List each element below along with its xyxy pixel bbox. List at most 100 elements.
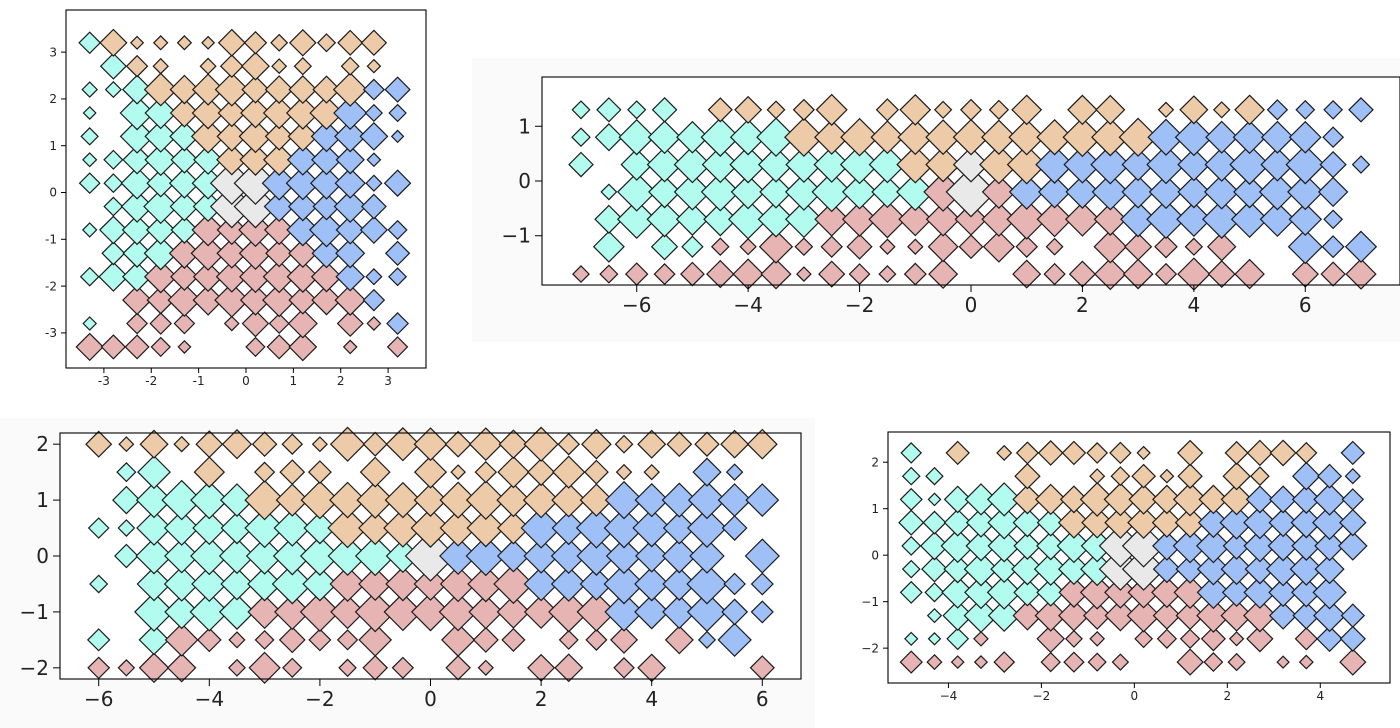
diamond-marker-top [410,508,451,548]
diamond-marker-top [766,100,786,120]
diamond-marker-right [1321,235,1345,259]
diamond-marker-bottom [358,622,393,657]
diamond-marker-bottom [973,630,989,647]
diamond-marker-left [729,145,767,184]
diamond-marker-right [1065,174,1100,209]
diamond-marker-bottom [1294,627,1319,651]
diamond-marker-left [594,204,624,234]
diamond-marker-top [271,58,288,75]
diamond-marker-bottom [358,566,393,602]
diamond-marker-top [1109,441,1132,465]
diamond-marker-left [121,261,153,292]
diamond-marker-bottom [468,594,504,630]
diamond-marker-right [1176,201,1212,238]
diamond-marker-left [1013,531,1042,560]
chart-panel-3: −6 −4 −2 0 2 4 6 −2 −1 0 1 2 [0,418,815,728]
diamond-marker-top [959,98,983,121]
diamond-marker-bottom [336,629,359,651]
diamond-marker-bottom [1154,262,1178,286]
diamond-marker-top [1179,95,1209,125]
diamond-marker-top [444,430,472,458]
diamond-marker-left [138,624,170,656]
diamond-marker-top [1269,439,1297,467]
diamond-marker-right [1204,147,1240,182]
diamond-marker-bottom [1082,601,1112,630]
diamond-marker-left [117,519,136,537]
diamond-marker-right [1152,531,1182,561]
diamond-marker-top [195,430,224,459]
diamond-marker-right [725,463,744,481]
diamond-marker-top [193,456,226,488]
diamond-marker-right [310,120,343,153]
x-tick-label: -2 [145,374,157,388]
diamond-marker-right [1269,485,1298,514]
diamond-marker-top [1174,507,1206,539]
diamond-marker-bottom [391,656,415,680]
diamond-marker-right [579,567,614,601]
diamond-marker-right [687,480,727,520]
diamond-marker-bottom [87,656,111,680]
diamond-marker-right [1259,201,1296,238]
diamond-marker-top [241,75,270,104]
diamond-marker-top [1059,485,1088,514]
diamond-marker-bottom [241,309,270,338]
diamond-marker-bottom [274,593,311,631]
x-tick-label: 2 [1223,689,1231,703]
y-tick-label: −1 [502,224,531,248]
x-tick-label: -1 [193,374,205,388]
diamond-marker-bottom [124,334,150,360]
diamond-marker-left [122,144,152,175]
diamond-marker-top [581,428,612,460]
diamond-marker-left [78,31,102,55]
x-tick-label: −4 [733,293,762,317]
diamond-marker-left [943,508,972,537]
diamond-marker-bottom [1040,651,1061,673]
diamond-marker-left [98,261,129,292]
diamond-marker-top [466,508,506,548]
diamond-marker-bottom [1093,229,1128,264]
diamond-marker-right [496,539,530,573]
diamond-marker-left [727,199,769,240]
y-tick-label: -2 [45,279,57,293]
x-tick-label: 4 [1316,689,1324,703]
diamond-marker-top [1012,484,1043,515]
diamond-marker-left [942,600,974,632]
diamond-marker-top [243,30,268,55]
diamond-marker-top [1006,144,1047,185]
diamond-marker-right [333,95,368,131]
diamond-marker-top [360,29,388,57]
diamond-marker-top [287,121,319,152]
x-tick-label: 6 [756,687,769,711]
diamond-marker-bottom [610,625,639,654]
diamond-marker-top [356,481,394,519]
diamond-marker-right [1314,530,1345,562]
diamond-marker-top [221,428,253,460]
diamond-marker-left [119,119,155,154]
diamond-marker-right [1197,507,1229,539]
diamond-marker-right [576,536,617,576]
diamond-marker-left [190,536,229,576]
diamond-marker-right [335,215,365,245]
diamond-marker-left [78,172,101,195]
diamond-marker-top [1157,101,1175,119]
y-tick-label: 2 [36,432,49,456]
diamond-marker-top [239,143,272,176]
diamond-marker-right [723,572,746,596]
diamond-marker-left [136,566,172,602]
diamond-marker-top [746,428,778,460]
diamond-marker-top [329,426,366,462]
diamond-marker-top [190,119,226,154]
diamond-marker-top [875,98,900,122]
diamond-marker-right [1344,230,1378,263]
diamond-marker-left [143,188,179,225]
diamond-marker-bottom [196,627,222,653]
diamond-marker-left [568,151,594,178]
diamond-marker-bottom [680,261,705,287]
diamond-marker-right [1344,467,1361,485]
diamond-marker-top [264,121,294,151]
diamond-marker-right [1285,144,1326,185]
diamond-marker-left [191,565,228,603]
diamond-marker-right [1220,553,1253,586]
y-tick-label: 0 [518,169,531,193]
x-tick-label: 4 [1187,293,1200,317]
